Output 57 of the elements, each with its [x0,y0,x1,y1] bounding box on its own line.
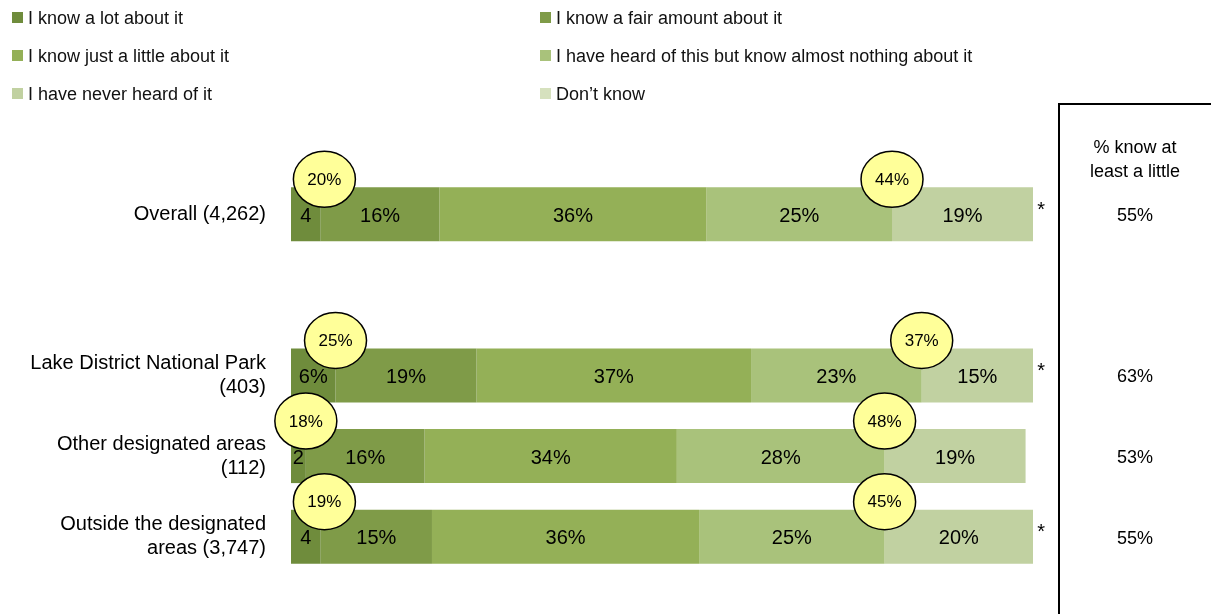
legend-label: I know just a little about it [27,46,230,67]
text: 55% [1116,205,1154,226]
bar [424,429,677,484]
data-label: 15% [957,365,998,388]
data-label: 4 [300,203,312,226]
y-tick-label: Other designated areas (112) [56,431,266,478]
annotation: 20% [307,169,342,189]
data-label: 19% [942,203,983,226]
text: 53% [1116,447,1154,468]
data-label: 25% [771,526,813,549]
data-label: 36% [552,203,594,226]
text: % know at least a little [1089,136,1181,181]
legend-label: I know a fair amount about it [555,8,783,29]
bar [476,348,752,403]
bar [335,348,477,403]
y-tick-label: Overall (4,262) [133,201,266,224]
data-label: 2 [292,445,304,468]
bar [751,348,922,403]
legend-label: I know a lot about it [27,8,184,29]
y-tick-label: Outside the designated areas (3,747) [60,512,266,559]
annotation: 45% [867,492,902,512]
bar [431,509,700,564]
bar [699,509,885,564]
data-label: 20% [938,526,980,549]
data-label: 19% [935,445,976,468]
data-label: 15% [356,526,397,549]
annotation: 37% [904,331,939,351]
data-label: 23% [816,365,857,388]
bar [884,509,1033,564]
annotation: 25% [318,331,353,351]
bar [676,429,885,484]
annotation: 19% [307,492,342,512]
data-label: 6% [298,365,328,388]
data-label: 28% [760,445,801,468]
annotation: 48% [867,411,902,431]
annotation: 18% [288,411,323,431]
data-label: * [1037,359,1046,382]
data-label: 19% [385,365,427,388]
data-label: * [1037,197,1046,220]
data-label: 16% [360,203,401,226]
text: 55% [1116,527,1154,548]
y-tick-label: Lake District National Park (403) [30,351,267,398]
text: 63% [1116,366,1154,387]
data-label: 34% [530,445,571,468]
legend-label: I have heard of this but know almost nothing about it [555,46,973,67]
data-label: * [1037,520,1046,543]
bar [439,187,707,242]
legend-label: Don’t know [555,84,646,105]
annotation: 44% [875,169,910,189]
data-label: 37% [593,365,634,388]
data-label: 16% [345,445,386,468]
bar [706,187,893,242]
data-label: 4 [300,526,312,549]
legend-label: I have never heard of it [27,84,213,105]
data-label: 36% [545,526,586,549]
bar [892,187,1033,242]
data-label: 25% [779,203,820,226]
